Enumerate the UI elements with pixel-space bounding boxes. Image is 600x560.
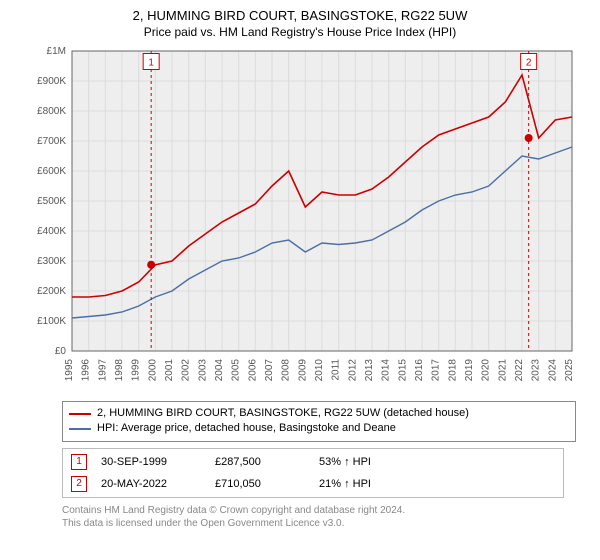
attribution: Contains HM Land Registry data © Crown c… — [62, 504, 562, 530]
transaction-price: £287,500 — [215, 456, 305, 468]
transaction-price: £710,050 — [215, 478, 305, 490]
svg-text:1996: 1996 — [81, 358, 92, 381]
transaction-delta: 21% ↑ HPI — [319, 478, 555, 490]
plot-area: £0 £100K £200K £300K £400K £500K £600K £700K £80… — [20, 45, 580, 395]
svg-text:2008: 2008 — [281, 358, 292, 381]
chart-title: 2, HUMMING BIRD COURT, BASINGSTOKE, RG22… — [10, 8, 590, 25]
transaction-date: 20-MAY-2022 — [101, 478, 201, 490]
chart-svg: £0 £100K £200K £300K £400K £500K £600K £700K £80… — [20, 45, 580, 395]
svg-text:2019: 2019 — [464, 358, 475, 381]
svg-text:£300K: £300K — [37, 256, 66, 267]
legend-label-2: HPI: Average price, detached house, Basi… — [97, 421, 396, 436]
svg-text:2018: 2018 — [447, 358, 458, 381]
svg-text:2009: 2009 — [297, 358, 308, 381]
legend-label-1: 2, HUMMING BIRD COURT, BASINGSTOKE, RG22… — [97, 406, 469, 421]
svg-text:£100K: £100K — [37, 316, 66, 327]
svg-text:2023: 2023 — [531, 358, 542, 381]
svg-text:2010: 2010 — [314, 358, 325, 381]
svg-text:£800K: £800K — [37, 106, 66, 117]
svg-text:2001: 2001 — [164, 358, 175, 381]
legend-swatch-2 — [69, 428, 91, 430]
svg-text:£700K: £700K — [37, 136, 66, 147]
legend-swatch-1 — [69, 413, 91, 415]
svg-text:1999: 1999 — [131, 358, 142, 381]
svg-text:£0: £0 — [55, 346, 67, 357]
transaction-row: 2 20-MAY-2022 £710,050 21% ↑ HPI — [63, 473, 563, 495]
chart-subtitle: Price paid vs. HM Land Registry's House … — [10, 25, 590, 39]
svg-text:2002: 2002 — [181, 358, 192, 381]
legend: 2, HUMMING BIRD COURT, BASINGSTOKE, RG22… — [62, 401, 576, 442]
svg-text:2022: 2022 — [514, 358, 525, 381]
svg-text:2020: 2020 — [481, 358, 492, 381]
svg-text:2005: 2005 — [231, 358, 242, 381]
legend-row: 2, HUMMING BIRD COURT, BASINGSTOKE, RG22… — [69, 406, 569, 421]
svg-text:2006: 2006 — [247, 358, 258, 381]
svg-text:2011: 2011 — [331, 358, 342, 380]
svg-text:£600K: £600K — [37, 166, 66, 177]
svg-text:2016: 2016 — [414, 358, 425, 381]
svg-text:2004: 2004 — [214, 358, 225, 381]
svg-text:2013: 2013 — [364, 358, 375, 381]
marker-badge-2: 2 — [71, 476, 87, 492]
svg-text:2003: 2003 — [197, 358, 208, 381]
footer-line-1: Contains HM Land Registry data © Crown c… — [62, 504, 562, 517]
svg-text:£200K: £200K — [37, 286, 66, 297]
svg-text:£500K: £500K — [37, 196, 66, 207]
svg-text:2000: 2000 — [147, 358, 158, 381]
svg-text:2017: 2017 — [431, 358, 442, 381]
footer-line-2: This data is licensed under the Open Gov… — [62, 517, 562, 530]
svg-text:1995: 1995 — [64, 358, 75, 381]
svg-text:2024: 2024 — [547, 358, 558, 381]
svg-text:£1M: £1M — [47, 46, 66, 57]
svg-text:2015: 2015 — [397, 358, 408, 381]
svg-text:2007: 2007 — [264, 358, 275, 381]
svg-text:£900K: £900K — [37, 76, 66, 87]
transaction-row: 1 30-SEP-1999 £287,500 53% ↑ HPI — [63, 451, 563, 473]
svg-text:1: 1 — [148, 57, 154, 68]
svg-text:1997: 1997 — [97, 358, 108, 381]
svg-text:2025: 2025 — [564, 358, 575, 381]
transaction-delta: 53% ↑ HPI — [319, 456, 555, 468]
svg-text:£400K: £400K — [37, 226, 66, 237]
transactions-table: 1 30-SEP-1999 £287,500 53% ↑ HPI 2 20-MA… — [62, 448, 564, 498]
svg-text:2014: 2014 — [381, 358, 392, 381]
svg-text:2021: 2021 — [497, 358, 508, 381]
svg-text:2: 2 — [526, 57, 532, 68]
svg-text:2012: 2012 — [347, 358, 358, 381]
svg-text:1998: 1998 — [114, 358, 125, 381]
marker-badge-1: 1 — [71, 454, 87, 470]
transaction-date: 30-SEP-1999 — [101, 456, 201, 468]
legend-row: HPI: Average price, detached house, Basi… — [69, 421, 569, 436]
